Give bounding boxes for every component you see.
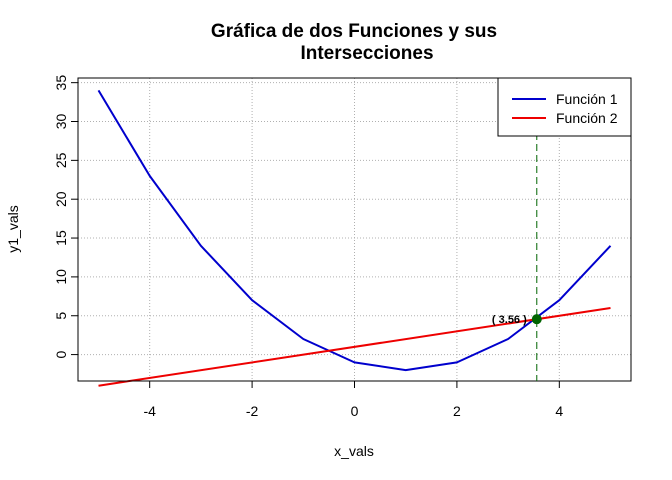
x-tick-label: -2 xyxy=(246,403,259,419)
y-axis-label: y1_vals xyxy=(5,205,21,252)
y-tick-label: 20 xyxy=(53,191,69,207)
y-tick-label: 30 xyxy=(53,114,69,130)
y-tick-label: 25 xyxy=(53,152,69,168)
legend-label-funcion-1: Función 1 xyxy=(556,91,618,107)
series-line-funci-n-1 xyxy=(97,89,612,372)
series-line-funci-n-2 xyxy=(98,307,611,387)
y-tick-label: 0 xyxy=(53,350,69,358)
series-layer xyxy=(97,89,612,387)
chart-title-line1: Gráfica de dos Funciones y sus xyxy=(211,21,497,42)
intersection-point xyxy=(531,314,542,325)
x-axis: -4 -2 0 2 4 xyxy=(143,380,563,419)
chart-title-line2: Intersecciones xyxy=(300,43,433,64)
y-axis: 0 5 10 15 20 25 30 35 xyxy=(53,75,79,358)
y-tick-label: 15 xyxy=(53,230,69,246)
y-tick-label: 10 xyxy=(53,269,69,285)
y-tick-label: 5 xyxy=(53,312,69,320)
x-tick-label: 4 xyxy=(555,403,563,419)
legend-box xyxy=(497,77,632,137)
x-tick-label: -4 xyxy=(143,403,156,419)
x-tick-label: 2 xyxy=(453,403,461,419)
intersection-label: ( 3.56 ) xyxy=(492,314,527,326)
legend: Función 1 Función 2 xyxy=(497,77,632,137)
x-axis-label: x_vals xyxy=(334,443,374,459)
x-tick-label: 0 xyxy=(351,403,359,419)
y-tick-label: 35 xyxy=(53,75,69,91)
legend-label-funcion-2: Función 2 xyxy=(556,110,618,126)
